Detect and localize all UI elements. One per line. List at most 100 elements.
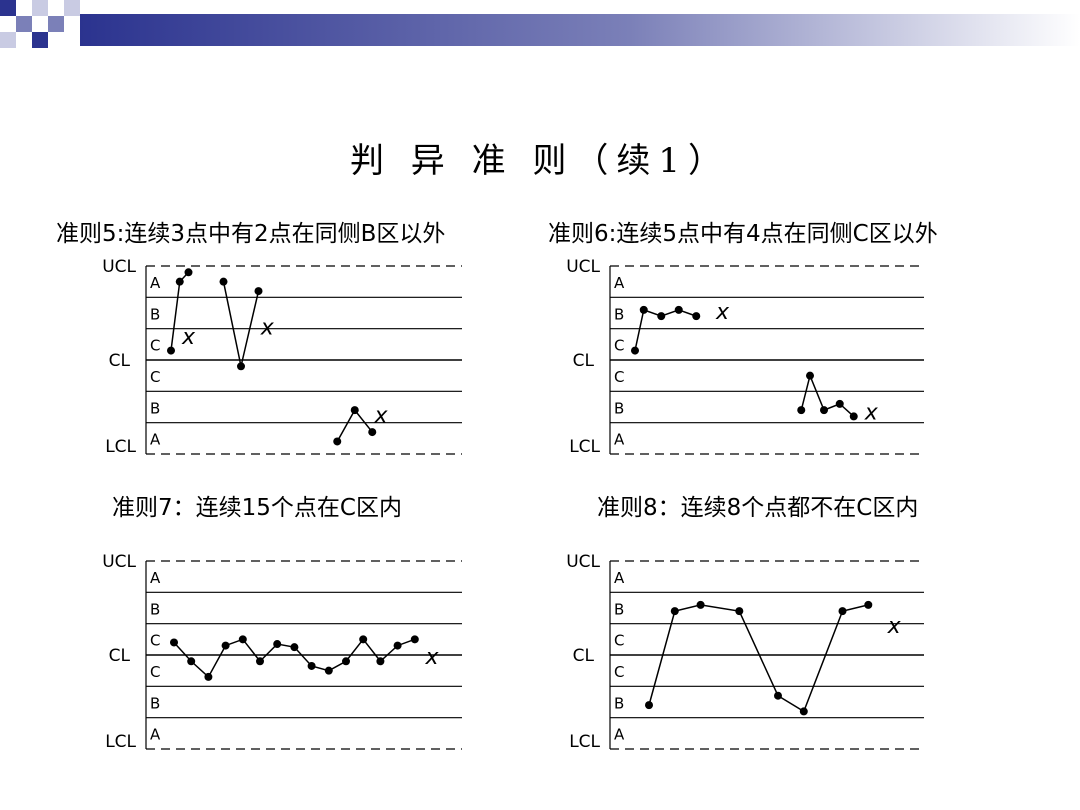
zone-label-a: A (150, 726, 161, 744)
deco-square-light-3 (64, 0, 80, 16)
data-point (820, 406, 828, 415)
data-point (359, 635, 368, 644)
data-point (670, 607, 679, 616)
data-point (376, 657, 385, 666)
lcl-label: LCL (105, 732, 136, 752)
x-marker: x (424, 645, 439, 670)
data-point (219, 277, 228, 286)
x-marker: x (181, 325, 196, 350)
data-point (657, 312, 666, 321)
data-point (324, 666, 333, 675)
data-point (838, 607, 847, 616)
data-point (799, 707, 808, 716)
rule-8-title: 准则8：连续8个点都不在C区内 (597, 495, 919, 521)
series-line-3 (336, 408, 373, 442)
data-point (645, 701, 653, 710)
x-marker: x (373, 403, 388, 428)
slide-title: 判 异 准 则（续1） (349, 141, 731, 181)
series-line-1 (648, 604, 869, 713)
zone-label-a: A (614, 274, 625, 292)
cl-label: CL (109, 351, 131, 371)
lcl-label: LCL (569, 437, 600, 457)
data-point (849, 412, 858, 421)
zone-label-a: A (150, 569, 161, 587)
x-marker: x (887, 614, 902, 639)
data-point (368, 428, 377, 437)
data-point (256, 657, 264, 666)
data-point (692, 312, 701, 321)
deco-square-mid (16, 16, 32, 32)
data-point (696, 600, 705, 609)
deco-square-dark (0, 0, 16, 16)
deco-square-dark-2 (32, 32, 48, 48)
data-point (187, 657, 196, 666)
cl-label: CL (109, 646, 131, 666)
zone-label-c: C (150, 632, 160, 650)
zone-label-b: B (150, 399, 160, 417)
ucl-label: UCL (566, 257, 600, 277)
zone-label-c: C (150, 663, 160, 681)
data-point (333, 437, 342, 446)
zone-label-b: B (150, 600, 160, 618)
data-point (238, 635, 247, 644)
data-point (864, 600, 873, 609)
data-point (410, 635, 419, 644)
zone-label-b: B (150, 305, 160, 323)
zone-label-c: C (614, 663, 624, 681)
title-bar-decoration (0, 0, 1080, 48)
x-marker: x (260, 316, 275, 341)
zone-label-c: C (614, 368, 624, 386)
data-point (170, 638, 178, 647)
deco-square-light (32, 0, 48, 16)
data-point (350, 406, 359, 415)
x-marker: x (864, 400, 879, 425)
ucl-label: UCL (102, 257, 136, 277)
zone-label-b: B (614, 399, 624, 417)
zone-label-a: A (614, 569, 625, 587)
ucl-label: UCL (102, 552, 136, 572)
data-point (204, 672, 213, 681)
data-point (342, 657, 350, 666)
cl-label: CL (573, 351, 595, 371)
data-point (835, 399, 844, 408)
x-marker: x (715, 300, 730, 325)
data-point (273, 640, 282, 649)
data-point (806, 371, 814, 380)
data-point (290, 643, 299, 652)
data-point (639, 305, 648, 314)
series-line-2 (222, 281, 260, 367)
zone-label-c: C (150, 337, 160, 355)
zone-label-a: A (150, 274, 161, 292)
zone-label-c: C (614, 632, 624, 650)
zone-label-b: B (150, 694, 160, 712)
lcl-label: LCL (569, 732, 600, 752)
rule-6-title: 准则6:连续5点中有4点在同侧C区以外 (548, 221, 938, 247)
data-point (774, 691, 782, 700)
data-point (307, 661, 316, 670)
series-line-1 (634, 308, 697, 351)
zone-label-a: A (150, 431, 161, 449)
zone-label-b: B (614, 600, 624, 618)
zone-label-a: A (614, 431, 625, 449)
zone-label-b: B (614, 694, 624, 712)
cl-label: CL (573, 646, 595, 666)
lcl-label: LCL (105, 437, 136, 457)
rule-7-title: 准则7：连续15个点在C区内 (112, 495, 402, 521)
zone-label-c: C (150, 368, 160, 386)
zone-label-c: C (614, 337, 624, 355)
deco-square-light-2 (0, 32, 16, 48)
data-point (735, 607, 744, 616)
data-point (254, 287, 263, 296)
data-point (393, 641, 402, 650)
deco-square-mid-2 (48, 16, 64, 32)
data-point (797, 406, 806, 415)
zone-label-a: A (614, 726, 625, 744)
ucl-label: UCL (566, 552, 600, 572)
zone-label-b: B (614, 305, 624, 323)
data-point (237, 362, 245, 371)
title-gradient-bar (80, 14, 1080, 46)
